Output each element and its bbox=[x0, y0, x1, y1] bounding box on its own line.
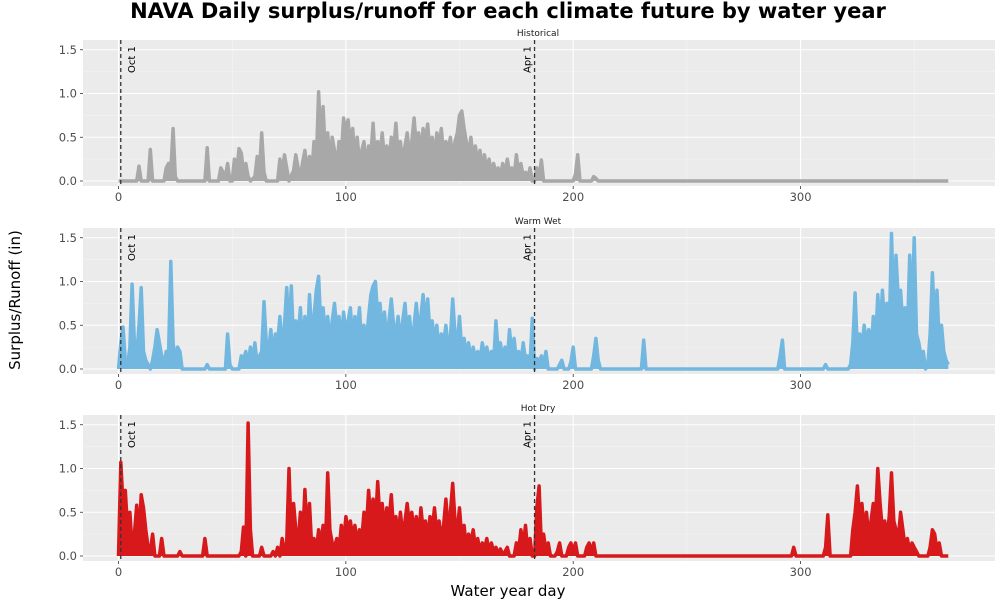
x-tick-label: 200 bbox=[562, 565, 584, 579]
x-tick-label: 200 bbox=[562, 378, 584, 392]
panel-title: Warm Wet bbox=[515, 217, 562, 227]
panel-title: Historical bbox=[517, 29, 559, 39]
y-tick-label: 0.0 bbox=[59, 549, 77, 563]
panel-background bbox=[83, 40, 995, 186]
panel-historical: 0 100 200 300 0.0 0.5 1.0 1.5 Oct 1 Apr 1 Historic… bbox=[59, 29, 995, 204]
x-tick-label: 300 bbox=[790, 190, 812, 204]
x-tick-label: 100 bbox=[335, 565, 357, 579]
y-tick-label: 0.0 bbox=[59, 174, 77, 188]
ref-line-label: Apr 1 bbox=[523, 234, 534, 261]
y-tick-label: 1.5 bbox=[59, 418, 77, 432]
y-axis-title: Surplus/Runoff (in) bbox=[6, 230, 24, 370]
x-tick-label: 100 bbox=[335, 190, 357, 204]
y-tick-label: 1.5 bbox=[59, 43, 77, 57]
y-tick-label: 1.0 bbox=[59, 275, 77, 289]
panel-warm-wet: 0 100 200 300 0.0 0.5 1.0 1.5 Oct 1 Apr 1 Warm Wet bbox=[59, 217, 995, 392]
panel-title: Hot Dry bbox=[521, 404, 556, 414]
panel-hot-dry: 0 100 200 300 0.0 0.5 1.0 1.5 Oct 1 Apr 1 Hot Dry bbox=[59, 404, 995, 579]
ref-line-label: Apr 1 bbox=[523, 46, 534, 73]
series-area bbox=[118, 91, 949, 181]
ref-line-label: Oct 1 bbox=[127, 234, 138, 261]
x-tick-label: 300 bbox=[790, 565, 812, 579]
panel-background bbox=[83, 228, 995, 374]
y-tick-label: 1.0 bbox=[59, 462, 77, 476]
x-axis-title: Water year day bbox=[451, 582, 566, 600]
series-line bbox=[118, 90, 949, 183]
ref-line-label: Oct 1 bbox=[127, 421, 138, 448]
y-tick-label: 0.5 bbox=[59, 130, 77, 144]
series-area bbox=[118, 423, 949, 556]
y-tick-label: 0.0 bbox=[59, 362, 77, 376]
x-tick-label: 300 bbox=[790, 378, 812, 392]
panels: 0 100 200 300 0.0 0.5 1.0 1.5 Oct 1 Apr 1 Historic… bbox=[59, 29, 995, 579]
y-tick-label: 1.0 bbox=[59, 87, 77, 101]
series-line bbox=[116, 231, 950, 371]
x-tick-label: 0 bbox=[115, 565, 122, 579]
y-tick-label: 0.5 bbox=[59, 318, 77, 332]
y-tick-label: 0.5 bbox=[59, 505, 77, 519]
ref-line-label: Oct 1 bbox=[127, 46, 138, 73]
y-tick-label: 1.5 bbox=[59, 231, 77, 245]
x-tick-label: 0 bbox=[115, 378, 122, 392]
x-tick-label: 100 bbox=[335, 378, 357, 392]
x-tick-label: 200 bbox=[562, 190, 584, 204]
chart-title: NAVA Daily surplus/runoff for each clima… bbox=[130, 0, 886, 23]
x-tick-label: 0 bbox=[115, 190, 122, 204]
series-line bbox=[116, 421, 949, 558]
ref-line-label: Apr 1 bbox=[523, 421, 534, 448]
